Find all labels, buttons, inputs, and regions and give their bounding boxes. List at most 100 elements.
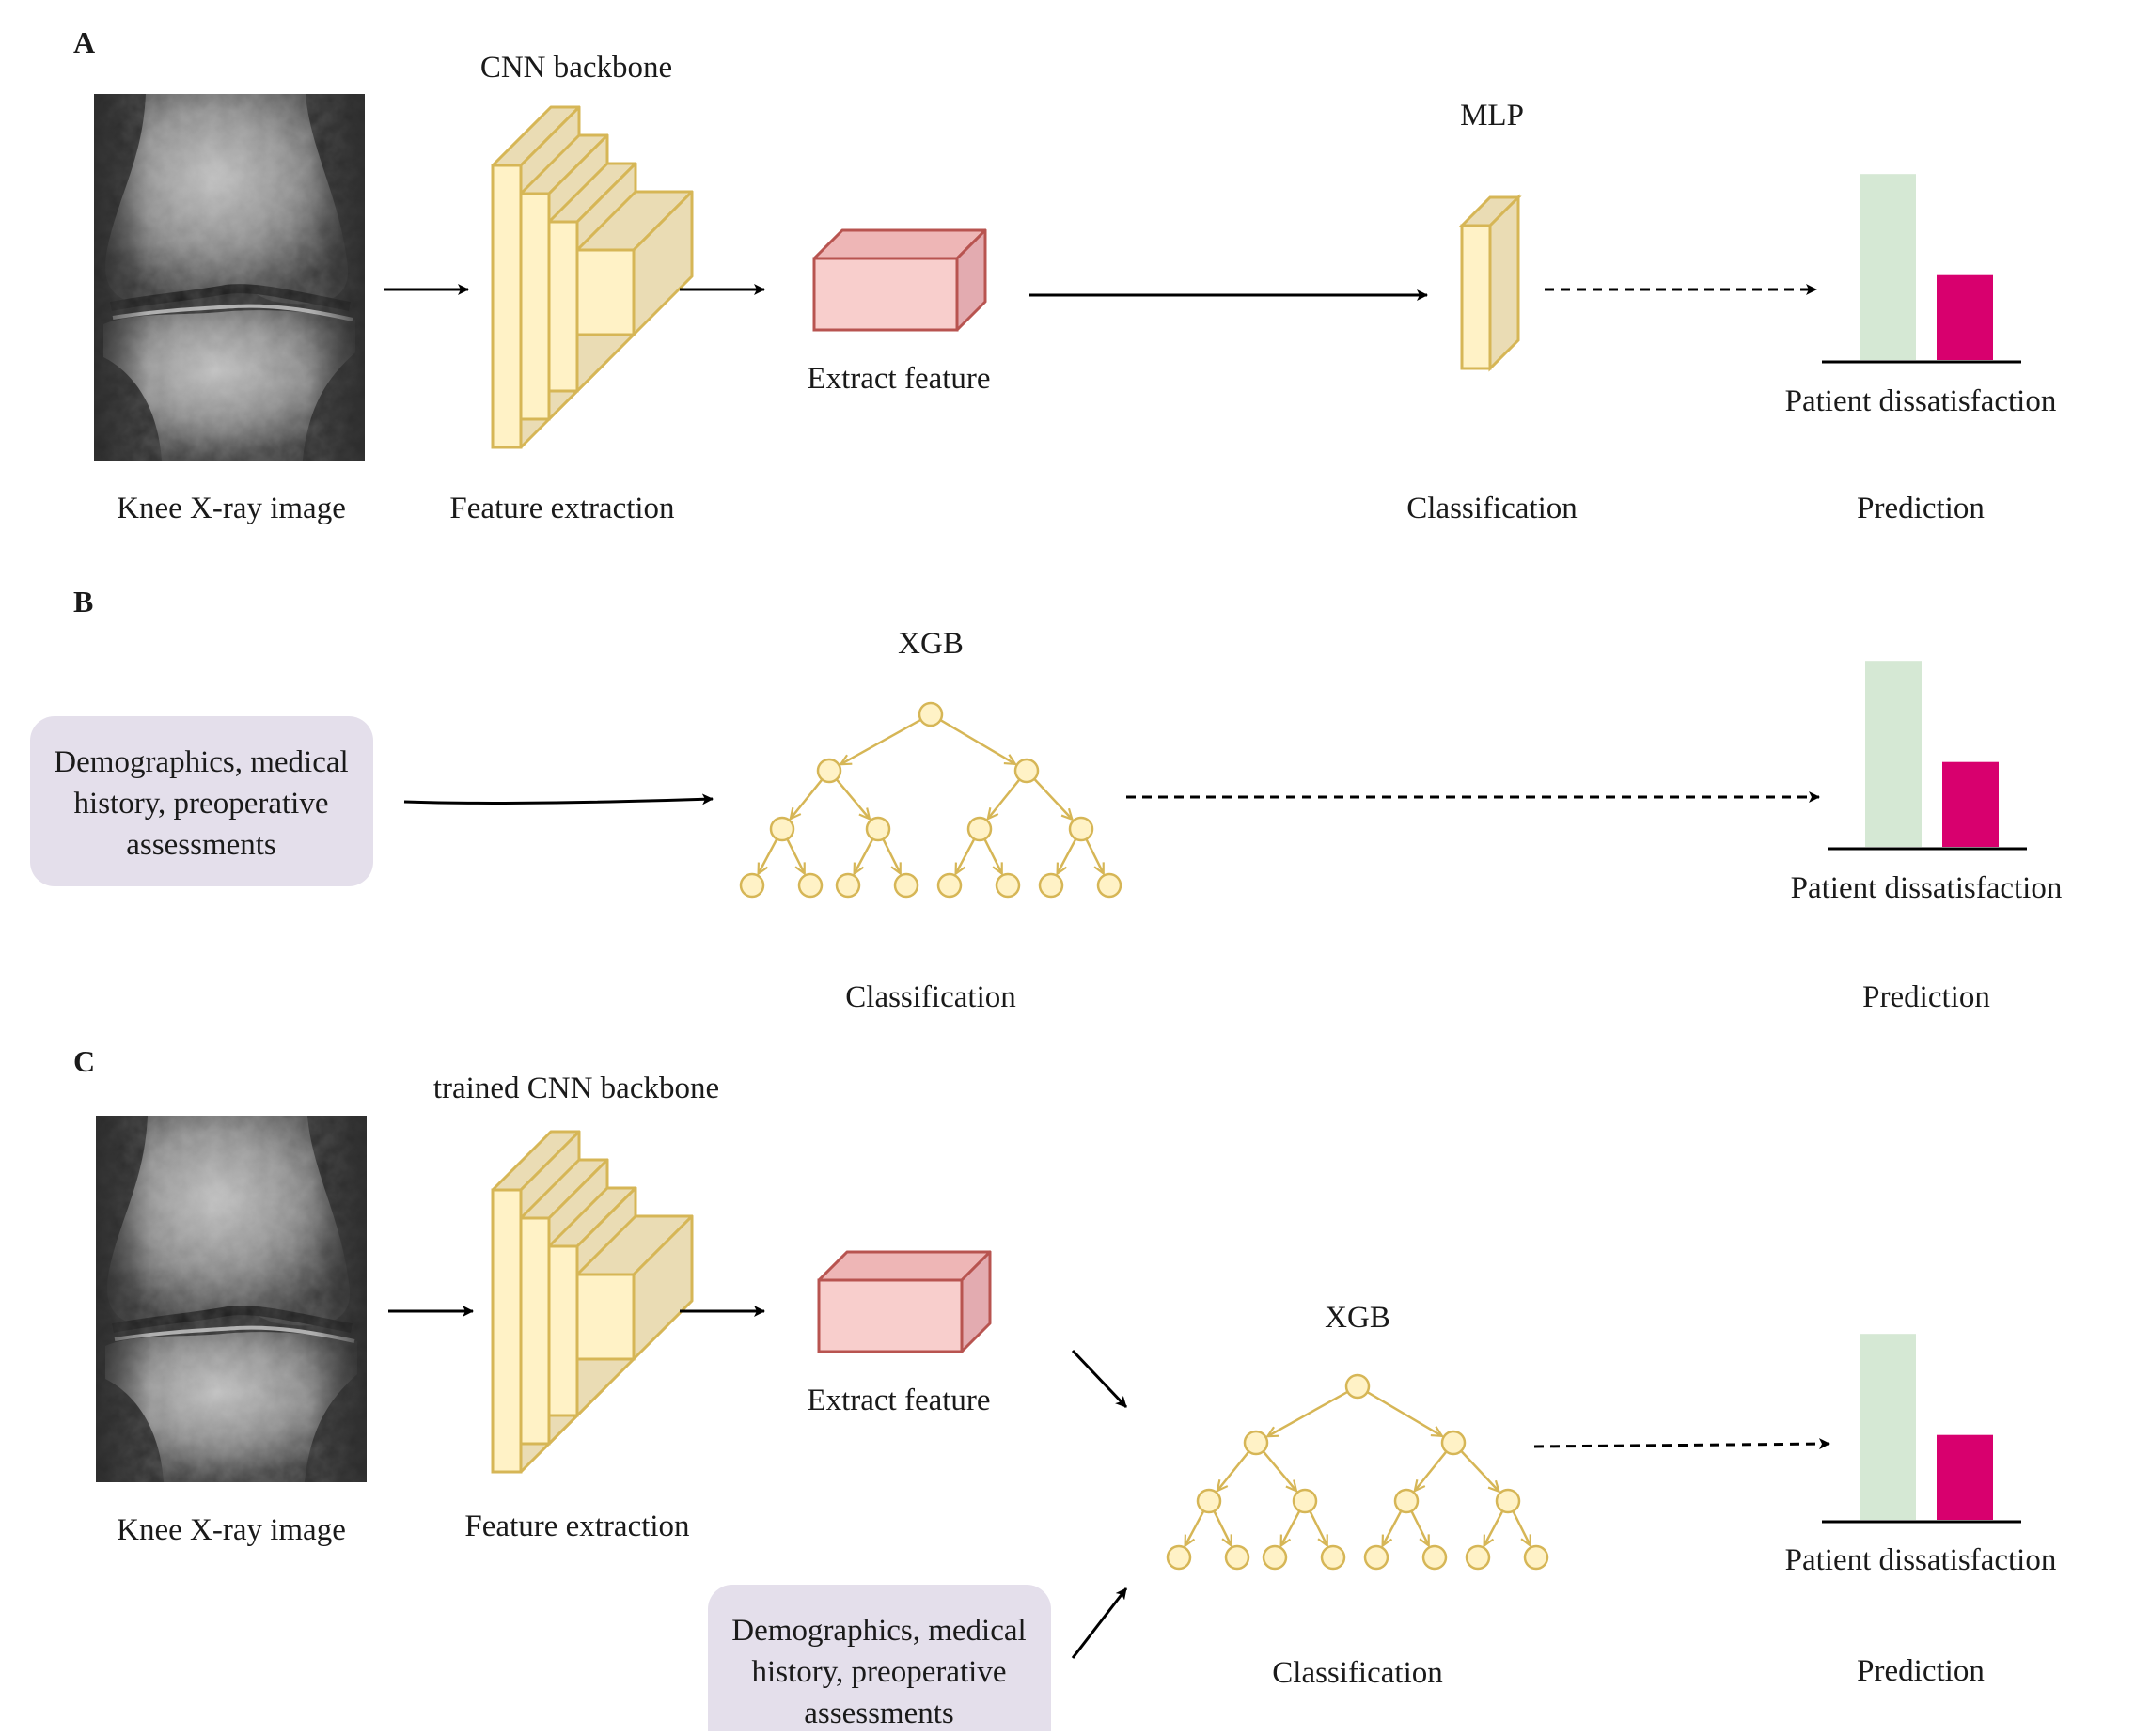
tree-edge <box>1309 1510 1328 1546</box>
prediction-bar-chart <box>1822 1334 2021 1524</box>
tree-node <box>893 872 919 899</box>
tree-node <box>1096 872 1122 899</box>
tree-edge <box>855 838 874 874</box>
feature-extraction-label: Feature extraction <box>449 492 674 525</box>
tree-edge <box>791 778 824 819</box>
tree-edge <box>840 718 922 764</box>
tree-edge <box>1460 1449 1499 1492</box>
tree-edge <box>956 838 976 874</box>
bar-satisfied <box>1865 661 1922 847</box>
cnn-backbone-icon <box>491 1130 694 1474</box>
tree-node <box>1344 1373 1371 1400</box>
tree-node <box>1243 1430 1269 1456</box>
tree-node <box>865 816 891 842</box>
cnn-layer-front <box>519 1216 551 1446</box>
extracted-feature-block <box>817 1250 992 1353</box>
prediction-label: Prediction <box>1857 1654 1985 1688</box>
tree-node <box>1495 1488 1521 1514</box>
tree-node <box>1393 1488 1420 1514</box>
cnn-layer <box>575 190 694 336</box>
tree-node <box>1262 1544 1288 1571</box>
tree-edge <box>983 838 1003 874</box>
tree-edge <box>1213 1510 1232 1546</box>
cnn-backbone-icon <box>491 105 694 449</box>
tree-node <box>769 816 795 842</box>
tree-node <box>1363 1544 1389 1571</box>
prediction-bar-chart <box>1828 661 2027 851</box>
tree-node <box>1523 1544 1549 1571</box>
tree-node <box>1320 1544 1346 1571</box>
bar-dissatisfied <box>1942 761 1999 847</box>
tree-edge <box>1185 1510 1205 1546</box>
xray-vignette <box>96 1116 367 1482</box>
tree-edge <box>759 838 778 874</box>
cnn-layer <box>575 1214 694 1361</box>
tree-node <box>936 872 963 899</box>
input-text-line: history, preoperative <box>74 787 329 821</box>
tree-node <box>1196 1488 1222 1514</box>
tree-node <box>797 872 824 899</box>
tree-node <box>816 758 842 784</box>
knee-xray-image <box>94 94 365 461</box>
bar-satisfied <box>1860 174 1916 360</box>
tree-edge <box>1085 838 1105 874</box>
tree-edge <box>1217 1450 1250 1491</box>
tree-node <box>1421 1544 1448 1571</box>
tree-node <box>1038 872 1064 899</box>
xgboost-tree-icon <box>1166 1373 1549 1571</box>
cnn-backbone-title: CNN backbone <box>480 51 672 85</box>
panel-c-letter: C <box>73 1044 95 1078</box>
xray-vignette <box>94 94 365 461</box>
extracted-feature-block <box>812 228 987 332</box>
prediction-bar-chart <box>1822 174 2021 364</box>
cnn-layer-front <box>519 192 551 421</box>
tree-edge <box>835 778 870 819</box>
xray-label: Knee X-ray image <box>117 492 346 525</box>
extract-feature-label: Extract feature <box>807 1384 990 1417</box>
tree-node <box>1166 1544 1192 1571</box>
bar-dissatisfied <box>1937 1434 1993 1520</box>
tree-edge <box>1033 777 1072 820</box>
tree-edge <box>1281 1510 1301 1546</box>
input-text-line: assessments <box>804 1697 954 1730</box>
prediction-label: Prediction <box>1857 492 1985 525</box>
tree-edge <box>786 838 806 874</box>
tree-edge <box>1383 1510 1403 1546</box>
tree-edge <box>939 719 1015 764</box>
cnn-layer-front <box>547 1244 579 1417</box>
tree-edge <box>1366 1391 1442 1436</box>
tree-edge <box>1484 1510 1504 1546</box>
cnn-layer-front <box>575 248 636 336</box>
patient-dissatisfaction-label: Patient dissatisfaction <box>1785 1543 2057 1577</box>
input-text-line: history, preoperative <box>752 1655 1007 1689</box>
tree-edge <box>1512 1510 1531 1546</box>
tree-node <box>739 872 765 899</box>
cnn-backbone-title: trained CNN backbone <box>433 1071 719 1105</box>
arrow-input-to-xgb <box>1071 1587 1128 1659</box>
tree-node <box>918 701 944 727</box>
tree-edge <box>1058 838 1077 874</box>
cnn-layer-front <box>491 1188 523 1474</box>
tree-node <box>1068 816 1094 842</box>
mlp-title: MLP <box>1460 99 1524 133</box>
arrow-feature-to-xgb <box>1071 1349 1128 1409</box>
xgb-title: XGB <box>1325 1301 1390 1335</box>
tree-edge <box>1262 1450 1296 1491</box>
tree-node <box>1292 1488 1318 1514</box>
tree-node <box>966 816 993 842</box>
xgb-title: XGB <box>898 627 964 661</box>
patient-dissatisfaction-label: Patient dissatisfaction <box>1785 384 2057 418</box>
tree-edge <box>1410 1510 1430 1546</box>
patient-dissatisfaction-label: Patient dissatisfaction <box>1791 871 2063 905</box>
tree-node <box>1224 1544 1250 1571</box>
classification-label: Classification <box>845 980 1015 1014</box>
feature-front <box>817 1278 964 1353</box>
tree-node <box>835 872 861 899</box>
tree-edge <box>988 778 1021 819</box>
cnn-layer-front <box>575 1273 636 1361</box>
tree-node <box>995 872 1021 899</box>
extract-feature-label: Extract feature <box>807 362 990 396</box>
clinical-data-input-box: Demographics, medical history, preoperat… <box>708 1585 1051 1736</box>
cnn-layer-front <box>491 164 523 449</box>
